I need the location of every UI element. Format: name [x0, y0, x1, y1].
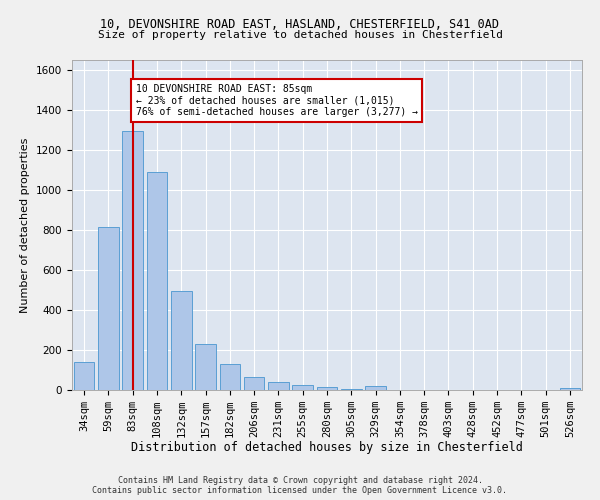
Text: 10, DEVONSHIRE ROAD EAST, HASLAND, CHESTERFIELD, S41 0AD: 10, DEVONSHIRE ROAD EAST, HASLAND, CHEST… — [101, 18, 499, 30]
Bar — [317, 387, 337, 390]
Bar — [171, 291, 191, 390]
Bar — [220, 364, 240, 390]
Bar — [146, 172, 167, 390]
Text: Contains HM Land Registry data © Crown copyright and database right 2024.
Contai: Contains HM Land Registry data © Crown c… — [92, 476, 508, 495]
Y-axis label: Number of detached properties: Number of detached properties — [20, 138, 31, 312]
Bar — [122, 131, 143, 390]
Bar — [292, 384, 313, 390]
Bar — [195, 344, 216, 390]
Text: 10 DEVONSHIRE ROAD EAST: 85sqm
← 23% of detached houses are smaller (1,015)
76% : 10 DEVONSHIRE ROAD EAST: 85sqm ← 23% of … — [136, 84, 418, 117]
Bar — [74, 362, 94, 390]
Bar — [268, 382, 289, 390]
Bar — [560, 388, 580, 390]
X-axis label: Distribution of detached houses by size in Chesterfield: Distribution of detached houses by size … — [131, 442, 523, 454]
Bar — [98, 227, 119, 390]
Text: Size of property relative to detached houses in Chesterfield: Size of property relative to detached ho… — [97, 30, 503, 40]
Bar — [341, 389, 362, 390]
Bar — [244, 377, 265, 390]
Bar — [365, 386, 386, 390]
